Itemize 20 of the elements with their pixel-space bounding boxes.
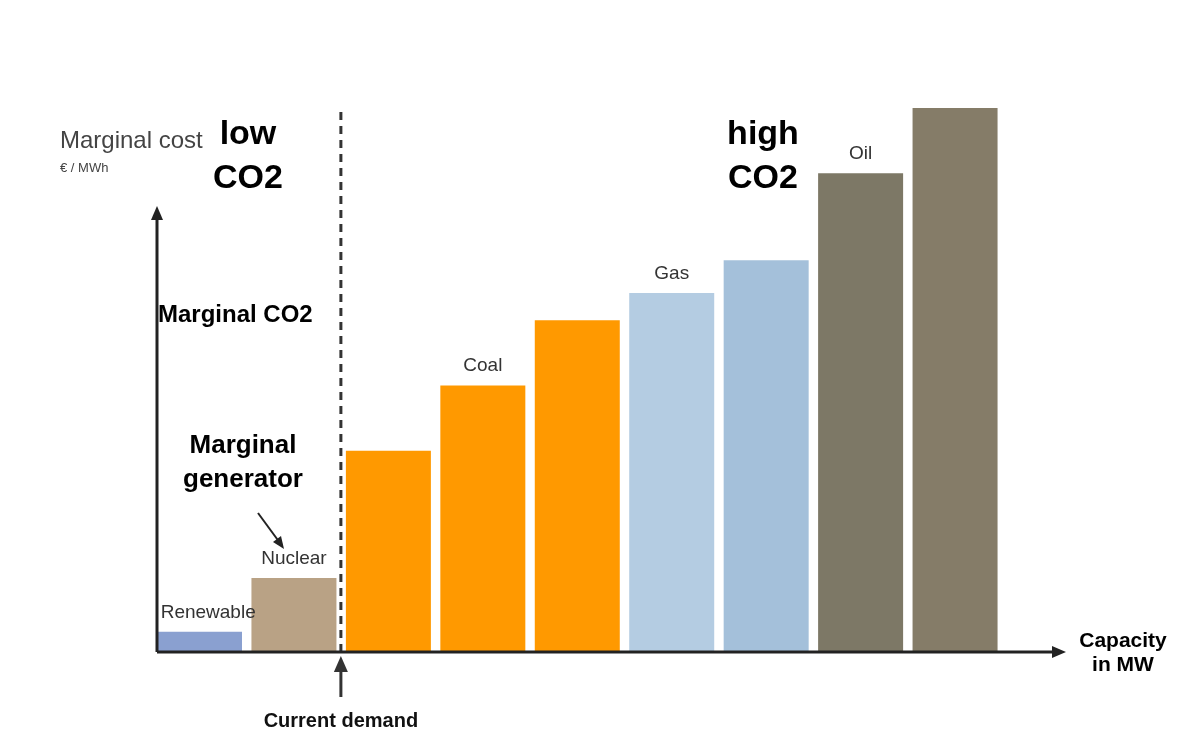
bar [818,173,904,652]
bar [723,260,809,652]
annotation: high CO2 [726,112,800,198]
bar [629,292,715,652]
bar [534,320,620,652]
annotation: Marginal generator [182,428,304,495]
text: Current demand [263,709,419,731]
x-tick-label: Coal [463,354,503,376]
bar [912,108,998,652]
annotation: Marginal CO2 [158,299,314,329]
annotation: low CO2 [213,113,283,196]
x-axis-title: Capacity in MW [1078,628,1168,676]
bar [345,450,431,652]
x-tick-label: Gas [654,261,690,283]
x-tick-label: Oil [848,142,873,164]
text: € / MWh [60,160,110,177]
bar [440,385,526,652]
x-tick-label: Nuclear [261,547,328,569]
bar [157,631,242,652]
y-axis-title: Marginal cost [60,126,203,154]
